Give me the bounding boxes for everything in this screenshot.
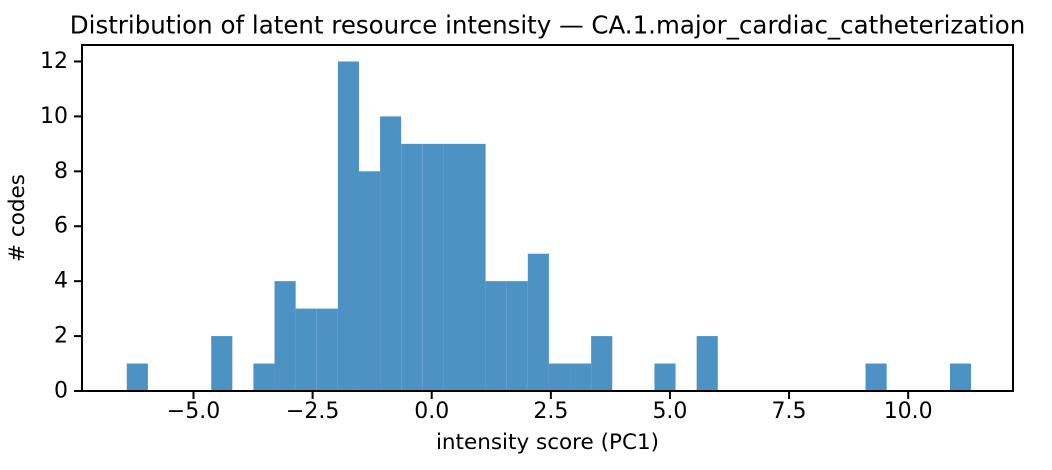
histogram-bar (253, 363, 275, 391)
bars-layer (126, 61, 972, 392)
x-tick-label: 5.0 (652, 399, 687, 424)
x-axis-label: intensity score (PC1) (436, 430, 659, 455)
histogram-bar (380, 116, 402, 392)
y-tick-label: 8 (54, 159, 68, 184)
histogram-bar (295, 308, 317, 391)
histogram-bar (548, 363, 571, 391)
x-tick-label: 2.5 (533, 399, 568, 424)
chart-title: Distribution of latent resource intensit… (70, 11, 1025, 40)
histogram-bar (464, 143, 486, 391)
histogram-bar (865, 363, 887, 391)
histogram-bar (422, 143, 444, 391)
histogram-bar (337, 61, 359, 391)
y-tick-label: 0 (54, 379, 68, 404)
x-axis-ticks: −5.0 −2.5 0.0 2.5 5.0 7.5 10.0 (167, 392, 933, 424)
y-tick-label: 2 (54, 324, 68, 349)
x-tick-label: 10.0 (884, 399, 933, 424)
x-tick-label: 0.0 (414, 399, 449, 424)
histogram-bar (591, 336, 613, 391)
x-tick-label: −5.0 (167, 399, 220, 424)
histogram-bar (211, 336, 233, 391)
y-tick-label: 12 (40, 49, 68, 74)
y-tick-label: 10 (40, 104, 68, 129)
histogram-bar (401, 143, 423, 391)
plot-frame (81, 44, 1014, 392)
histogram-bar (443, 143, 465, 391)
y-tick-label: 6 (54, 214, 68, 239)
histogram-bar (126, 363, 148, 391)
histogram-bar (506, 281, 528, 391)
histogram-bar (654, 363, 676, 391)
y-axis-ticks: 0 2 4 6 8 10 12 (40, 49, 81, 404)
histogram-bar (696, 336, 718, 391)
histogram-bar (570, 363, 592, 391)
y-tick-label: 4 (54, 269, 68, 294)
histogram-bar (527, 253, 549, 391)
histogram-bar (274, 281, 296, 391)
histogram-bar (485, 281, 507, 391)
histogram-bar (949, 363, 972, 391)
y-axis-label: # codes (5, 174, 30, 262)
x-tick-label: 7.5 (772, 399, 807, 424)
histogram-bar (316, 308, 338, 391)
histogram-bar (358, 171, 381, 391)
x-tick-label: −2.5 (286, 399, 339, 424)
